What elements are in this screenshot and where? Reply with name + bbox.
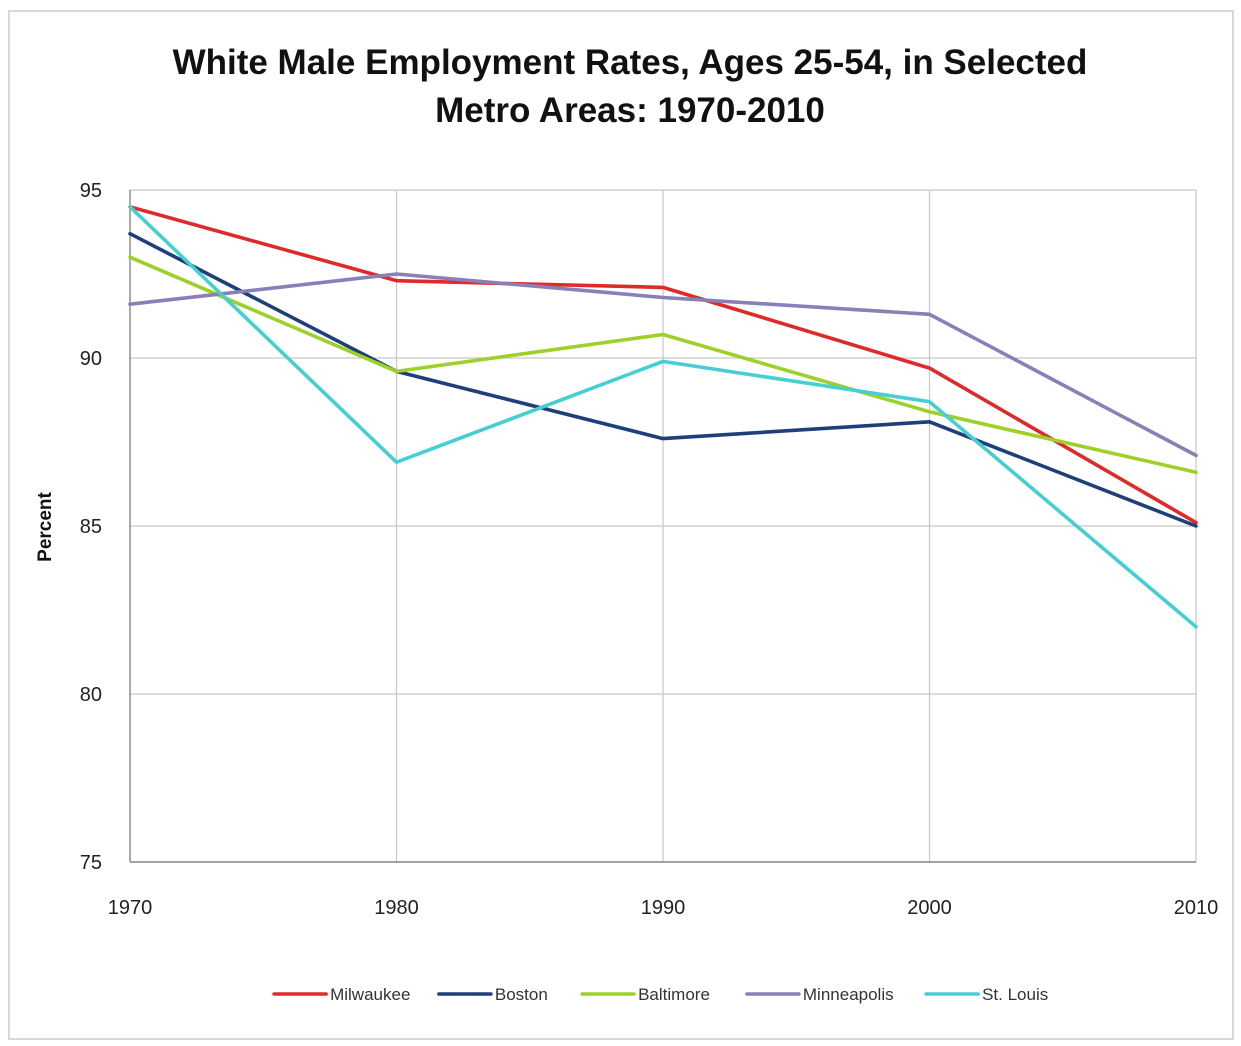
x-tick-label: 2000 (907, 897, 952, 919)
series-line-st-louis (128, 205, 1198, 629)
series-line-milwaukee (128, 205, 1198, 525)
y-tick-label: 95 (80, 180, 102, 202)
legend: Milwaukee Boston Baltimore Minneapolis St. L… (272, 985, 1048, 1004)
x-axis-ticks: 1970 1980 1990 2000 2010 (108, 897, 1219, 919)
chart-title-line-2: Metro Areas: 1970-2010 (435, 91, 825, 130)
axes (129, 190, 1196, 863)
legend-label: Minneapolis (803, 985, 894, 1004)
legend-item-boston: Boston (437, 985, 548, 1004)
x-tick-label: 1970 (108, 897, 153, 919)
y-tick-label: 75 (80, 852, 102, 874)
legend-item-milwaukee: Milwaukee (272, 985, 410, 1004)
y-tick-label: 80 (80, 684, 102, 706)
legend-item-minneapolis: Minneapolis (745, 985, 894, 1004)
legend-item-baltimore: Baltimore (580, 985, 710, 1004)
legend-item-st-louis: St. Louis (924, 985, 1048, 1004)
series-line-baltimore (128, 255, 1198, 475)
series-line-boston (128, 231, 1198, 528)
legend-label: St. Louis (982, 985, 1048, 1004)
chart-title-line-1: White Male Employment Rates, Ages 25-54,… (173, 43, 1088, 82)
y-tick-label: 85 (80, 516, 102, 538)
y-tick-label: 90 (80, 348, 102, 370)
y-axis-ticks: 75 80 85 90 95 (80, 180, 102, 874)
series-line-minneapolis (128, 272, 1198, 458)
chart-title: White Male Employment Rates, Ages 25-54,… (173, 43, 1088, 130)
chart-frame (8, 10, 1234, 1040)
x-tick-label: 1990 (641, 897, 686, 919)
y-axis-title: Percent (35, 491, 56, 561)
x-tick-label: 1980 (374, 897, 419, 919)
legend-label: Boston (495, 985, 548, 1004)
legend-label: Baltimore (638, 985, 710, 1004)
gridlines (129, 189, 1197, 863)
x-tick-label: 2010 (1174, 897, 1219, 919)
legend-label: Milwaukee (330, 985, 410, 1004)
data-series (128, 205, 1198, 629)
